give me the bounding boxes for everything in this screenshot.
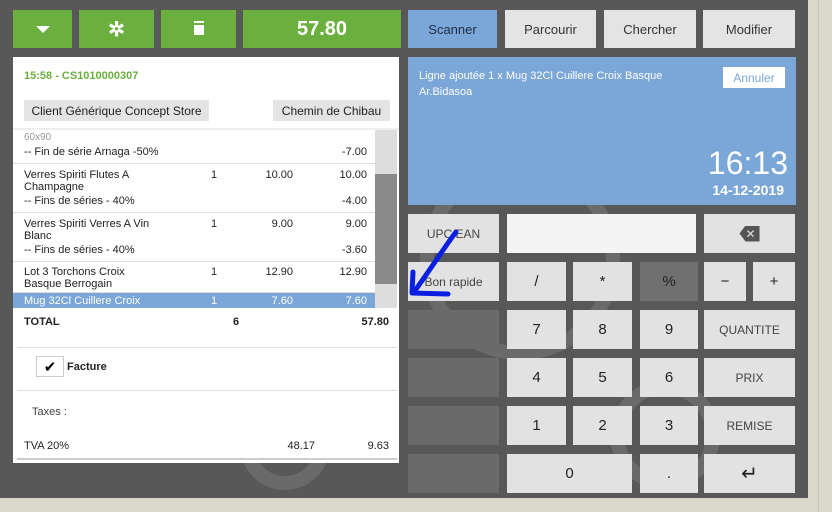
line-name: Mug 32Cl Cuillere Croix — [24, 295, 141, 307]
invoice-checkbox[interactable]: ✔ — [36, 356, 64, 377]
key-0[interactable]: 0 — [507, 454, 632, 493]
line-discount: -- Fin de série Arnaga -50% — [24, 146, 159, 158]
line-qty: 1 — [211, 218, 218, 230]
line-price: 7.60 — [271, 295, 293, 307]
address-button[interactable]: Chemin de Chibau — [273, 100, 390, 121]
line-qty: 1 — [211, 266, 218, 278]
line-total: 9.00 — [345, 218, 367, 230]
line-name: Verres Spiriti Verres A Vin Blanc — [24, 218, 150, 242]
key-9[interactable]: 9 — [640, 310, 698, 349]
line-total: 12.90 — [339, 266, 367, 278]
pos-app: ✲ 57.80 Scanner Parcourir Chercher Modif… — [0, 0, 808, 498]
ticket-lines[interactable]: 60x90 -- Fin de série Arnaga -50% -7.00 … — [13, 128, 399, 308]
dropdown-button[interactable] — [13, 10, 72, 48]
tab-browse[interactable]: Parcourir — [505, 10, 596, 48]
total-display: 57.80 — [243, 10, 401, 48]
quantity-button[interactable]: QUANTITE — [704, 310, 795, 349]
line-total: 10.00 — [339, 169, 367, 181]
divide-key[interactable]: / — [507, 262, 566, 301]
key-4[interactable]: 4 — [507, 358, 566, 397]
asterisk-icon: ✲ — [108, 18, 125, 41]
empty-key — [408, 406, 499, 445]
price-button[interactable]: PRIX — [704, 358, 795, 397]
ticket-line[interactable]: Verres Spiriti Flutes A Champagne 1 10.0… — [13, 165, 375, 213]
divider — [17, 347, 397, 348]
line-price: 9.00 — [271, 218, 293, 230]
client-button[interactable]: Client Générique Concept Store — [24, 100, 209, 121]
ticket-panel: 15:58 - CS1010000307 Client Générique Co… — [13, 57, 399, 463]
line-discount-total: -4.00 — [341, 195, 367, 207]
scrollbar[interactable] — [375, 130, 397, 308]
ticket-line[interactable]: Verres Spiriti Verres A Vin Blanc 1 9.00… — [13, 214, 375, 262]
key-1[interactable]: 1 — [507, 406, 566, 445]
cancel-button[interactable]: Annuler — [723, 67, 785, 88]
line-qty: 1 — [211, 295, 218, 307]
line-discount-total: -7.00 — [341, 146, 367, 158]
empty-key — [408, 358, 499, 397]
enter-icon: ↵ — [741, 463, 758, 485]
ticket-header: 15:58 - CS1010000307 — [24, 70, 139, 82]
key-8[interactable]: 8 — [573, 310, 632, 349]
key-6[interactable]: 6 — [640, 358, 698, 397]
info-panel: Ligne ajoutée 1 x Mug 32Cl Cuillere Croi… — [408, 57, 796, 205]
line-discount: -- Fins de séries - 40% — [24, 195, 135, 207]
tab-modify[interactable]: Modifier — [703, 10, 795, 48]
annotation-arrow — [409, 229, 459, 297]
line-name: 60x90 — [24, 132, 52, 143]
line-total: 7.60 — [345, 295, 367, 307]
key-dot[interactable]: . — [640, 454, 698, 493]
tax-base: 48.17 — [287, 440, 315, 452]
line-discount-total: -3.60 — [341, 244, 367, 256]
minus-key[interactable]: − — [704, 262, 746, 301]
tab-search[interactable]: Chercher — [604, 10, 696, 48]
key-3[interactable]: 3 — [640, 406, 698, 445]
annotation-arrow-shaft — [411, 229, 459, 295]
enter-button[interactable]: ↵ — [704, 454, 795, 493]
plus-key[interactable]: + — [753, 262, 795, 301]
tab-scanner[interactable]: Scanner — [408, 10, 497, 48]
info-message: Ligne ajoutée 1 x Mug 32Cl Cuillere Croi… — [419, 70, 663, 98]
clock-date: 14-12-2019 — [712, 182, 784, 198]
divider — [17, 390, 397, 391]
discount-button[interactable]: REMISE — [704, 406, 795, 445]
key-7[interactable]: 7 — [507, 310, 566, 349]
multiply-key[interactable]: * — [573, 262, 632, 301]
total-amount: 57.80 — [361, 316, 389, 328]
total-label: TOTAL — [24, 316, 60, 328]
caret-down-icon — [35, 25, 50, 33]
tax-amount: 9.63 — [367, 440, 389, 452]
code-input[interactable] — [507, 214, 696, 253]
check-icon: ✔ — [43, 358, 57, 376]
backspace-icon: ✕ — [739, 225, 760, 242]
backspace-button[interactable]: ✕ — [704, 214, 795, 253]
annotation-arrow-head — [409, 269, 451, 297]
trash-icon — [193, 23, 204, 35]
empty-key — [408, 310, 499, 349]
edge-line — [818, 0, 819, 512]
divider — [17, 458, 397, 460]
line-name: Verres Spiriti Flutes A Champagne — [24, 169, 129, 193]
clock-time: 16:13 — [707, 145, 788, 181]
empty-key — [408, 454, 499, 493]
line-price: 12.90 — [265, 266, 293, 278]
total-amount: 57.80 — [296, 17, 348, 40]
tax-name: TVA 20% — [24, 440, 70, 452]
star-button[interactable]: ✲ — [79, 10, 154, 48]
key-2[interactable]: 2 — [573, 406, 632, 445]
line-name: Lot 3 Torchons Croix Basque Berrogain — [24, 266, 125, 290]
total-qty: 6 — [233, 316, 240, 328]
key-5[interactable]: 5 — [573, 358, 632, 397]
percent-key[interactable]: % — [640, 262, 698, 301]
line-price: 10.00 — [265, 169, 293, 181]
ticket-line[interactable]: Lot 3 Torchons Croix Basque Berrogain 1 … — [13, 263, 375, 293]
scrollbar-thumb[interactable] — [375, 174, 397, 284]
ticket-line-selected[interactable]: Mug 32Cl Cuillere Croix 1 7.60 7.60 — [13, 293, 375, 308]
invoice-label: Facture — [67, 361, 107, 373]
ticket-line[interactable]: 60x90 -- Fin de série Arnaga -50% -7.00 — [13, 130, 375, 164]
delete-button[interactable] — [161, 10, 236, 48]
line-discount: -- Fins de séries - 40% — [24, 244, 135, 256]
taxes-label: Taxes : — [32, 406, 67, 418]
line-qty: 1 — [211, 169, 218, 181]
